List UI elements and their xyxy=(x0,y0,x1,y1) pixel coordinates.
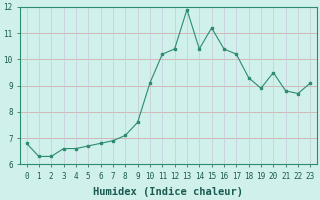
X-axis label: Humidex (Indice chaleur): Humidex (Indice chaleur) xyxy=(93,186,244,197)
